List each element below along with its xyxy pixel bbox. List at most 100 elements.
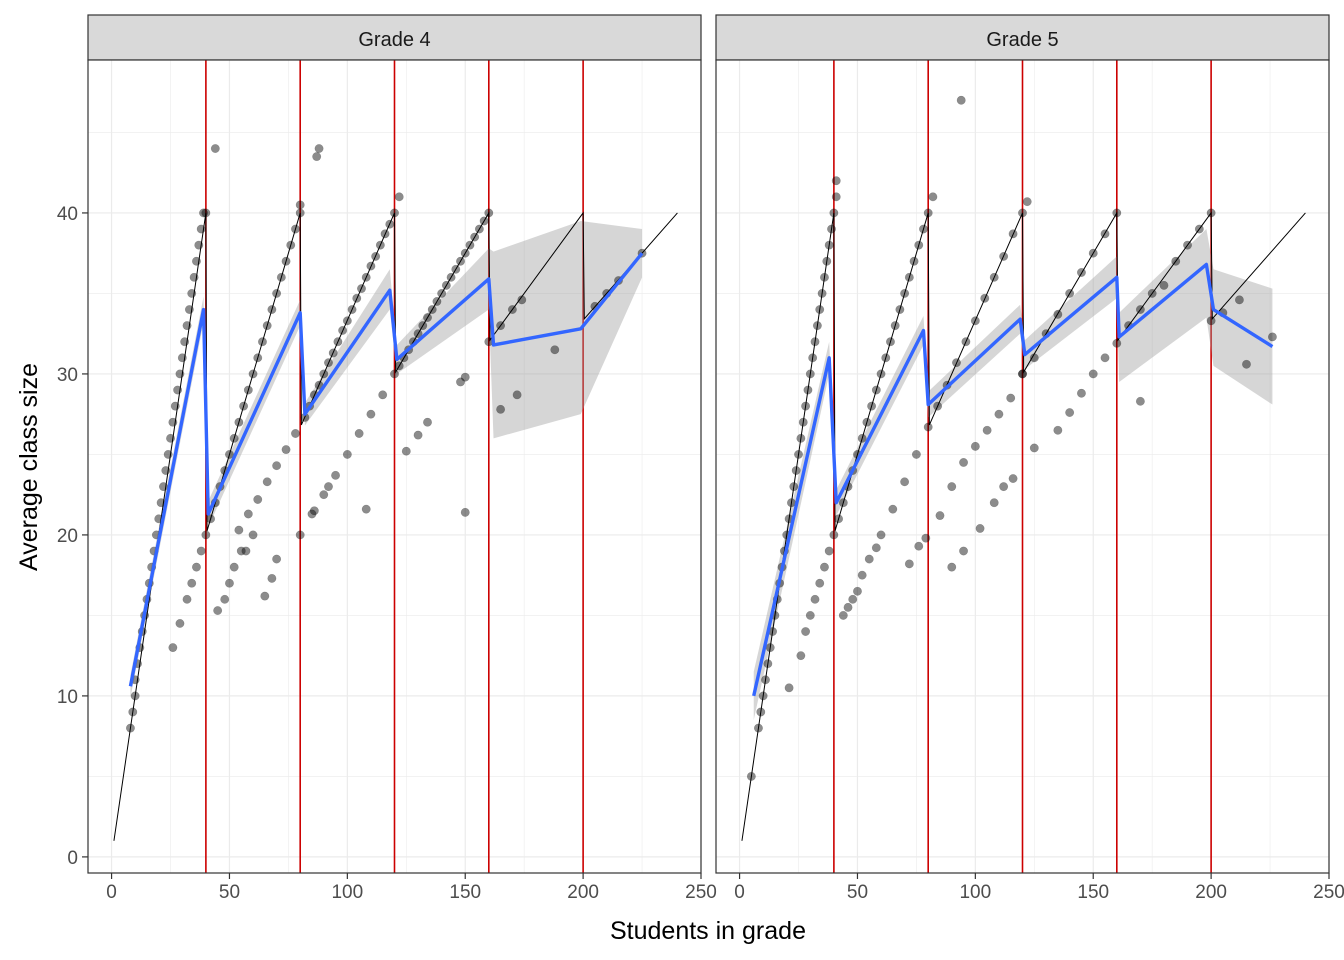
data-point [196, 546, 206, 556]
data-point [267, 573, 277, 583]
x-axis-title: Students in grade [610, 917, 806, 945]
y-axis-title: Average class size [15, 363, 43, 571]
x-tick-label: 250 [685, 882, 717, 903]
data-point [838, 610, 848, 620]
data-point [864, 554, 874, 564]
data-point [1008, 474, 1018, 484]
data-point [923, 422, 933, 432]
data-point [248, 530, 258, 540]
strip-label-grade-4: Grade 4 [358, 29, 430, 51]
data-point [947, 482, 957, 492]
data-point [857, 570, 867, 580]
data-point [260, 591, 270, 601]
data-point [810, 594, 820, 604]
data-point [914, 541, 924, 551]
data-point [168, 643, 178, 653]
data-point [220, 594, 230, 604]
data-point [243, 509, 253, 519]
y-axis-ticks: 0 10 20 30 40 [57, 204, 88, 869]
data-point [947, 562, 957, 572]
data-point [1029, 443, 1039, 453]
data-point [911, 449, 921, 459]
data-point [342, 449, 352, 459]
x-tick-label: 100 [959, 882, 991, 903]
data-point [796, 651, 806, 661]
data-point [423, 417, 432, 427]
x-tick-label: 50 [219, 882, 240, 903]
data-point [1234, 295, 1244, 305]
data-point [935, 511, 945, 521]
data-point [975, 524, 985, 533]
data-point [831, 192, 841, 202]
smooth-line [752, 262, 1274, 697]
data-point [175, 619, 185, 628]
data-point [496, 404, 506, 414]
data-point [921, 533, 931, 543]
data-point [413, 430, 423, 440]
data-point [1022, 197, 1032, 207]
panel-grade-4: Grade 4 0 50 100 150 200 250 0 10 20 30 40 [57, 14, 717, 903]
x-tick-label: 0 [734, 882, 745, 903]
data-point [1076, 388, 1086, 398]
data-point [900, 477, 910, 487]
confidence-ribbon [753, 229, 1273, 721]
data-point [989, 498, 999, 508]
data-point [1006, 393, 1016, 403]
data-point [824, 546, 834, 556]
data-point [460, 372, 470, 382]
x-axis-ticks: 0 50 100 150 200 250 [106, 873, 717, 903]
data-point [213, 606, 223, 616]
data-point [1159, 280, 1169, 290]
y-tick-label: 20 [57, 526, 78, 547]
strip-label-grade-5: Grade 5 [986, 29, 1058, 51]
strip-background [87, 14, 702, 61]
x-tick-label: 150 [449, 882, 481, 903]
data-point [378, 390, 388, 400]
data-point [1065, 408, 1075, 418]
data-point [295, 200, 305, 210]
smooth-curve [128, 252, 644, 687]
data-point [1053, 425, 1063, 435]
data-point [331, 470, 341, 480]
data-point [1088, 369, 1098, 379]
data-point [210, 144, 220, 153]
data-point [236, 546, 246, 556]
data-point [904, 559, 914, 569]
x-tick-label: 200 [567, 882, 599, 903]
x-axis-ticks: 0 50 100 150 200 250 [734, 873, 1344, 903]
data-point [234, 525, 244, 535]
data-point [272, 554, 282, 564]
x-tick-label: 50 [847, 882, 868, 903]
data-point [820, 562, 829, 572]
data-point [1100, 353, 1110, 363]
data-point [815, 578, 825, 588]
data-point [994, 409, 1004, 419]
data-point [550, 345, 560, 355]
data-point [956, 95, 966, 105]
data-point [272, 461, 282, 471]
strip-background [715, 14, 1330, 61]
smooth-line [128, 252, 644, 687]
data-point [281, 445, 291, 455]
data-point [784, 683, 794, 693]
data-point [460, 507, 470, 517]
data-point [1206, 316, 1216, 326]
data-point [295, 530, 305, 540]
data-point [1267, 332, 1277, 342]
y-tick-label: 30 [57, 365, 78, 386]
data-point [959, 458, 969, 467]
data-point [848, 594, 858, 604]
data-point [888, 504, 898, 514]
data-point [291, 429, 300, 438]
data-point [201, 530, 211, 540]
y-tick-label: 0 [67, 848, 78, 869]
y-tick-label: 10 [57, 687, 78, 708]
data-point [517, 295, 527, 305]
smooth-curve [752, 262, 1274, 697]
data-point [1135, 396, 1145, 406]
data-point [229, 562, 239, 572]
data-point [1242, 359, 1251, 369]
data-point [829, 530, 839, 540]
x-tick-label: 200 [1195, 882, 1227, 903]
